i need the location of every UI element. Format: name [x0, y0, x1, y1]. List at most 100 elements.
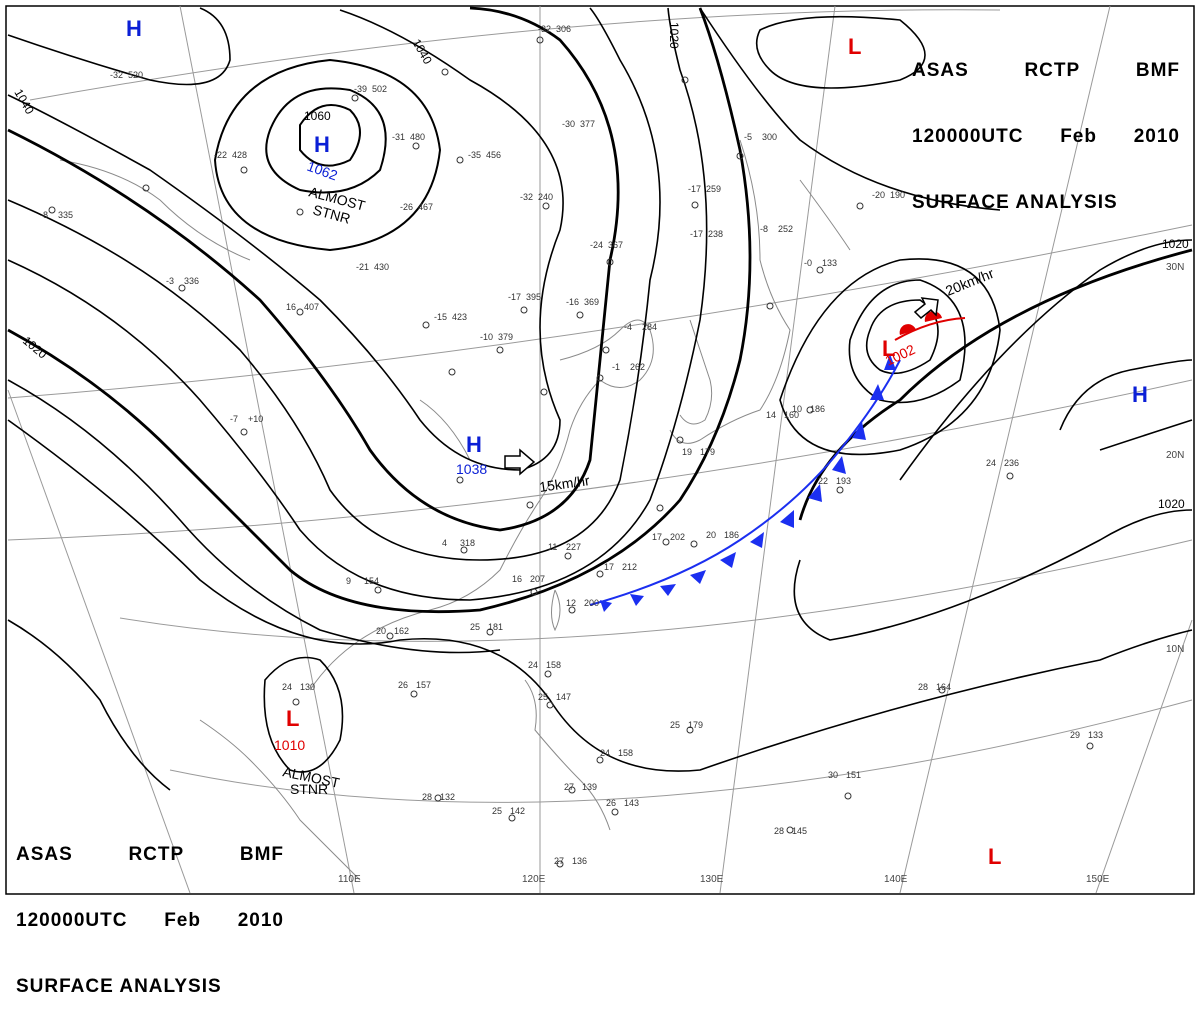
- station-temperature: 24: [986, 458, 996, 468]
- station-temperature: 27: [554, 856, 564, 866]
- header-month: Feb: [1060, 126, 1097, 147]
- isobar-label: 1060: [304, 109, 331, 123]
- station-temperature: 20: [376, 626, 386, 636]
- station-temperature: 25: [538, 692, 548, 702]
- header-time: 120000UTC: [16, 910, 128, 931]
- japan-coast: [669, 139, 791, 444]
- station-temperature: 9: [346, 576, 351, 586]
- station-pressure: 143: [624, 798, 639, 808]
- isobar-label: 1020: [1162, 237, 1189, 251]
- station-temperature: -17: [688, 184, 701, 194]
- station-pressure: 190: [890, 190, 905, 200]
- meridian-line: [179, 5, 355, 894]
- station-pressure: 158: [618, 748, 633, 758]
- station-pressure: 252: [778, 224, 793, 234]
- station-temperature: 20: [706, 530, 716, 540]
- isobar: [793, 509, 1193, 641]
- station-temperature: -1: [612, 362, 620, 372]
- longitude-label: 130E: [700, 874, 724, 885]
- station-temperature: 25: [470, 622, 480, 632]
- longitude-label: 120E: [522, 874, 546, 885]
- isobar: [1059, 359, 1193, 431]
- header-agency: ASAS: [912, 60, 969, 81]
- station-temperature: -8: [760, 224, 768, 234]
- china-coast: [309, 319, 654, 691]
- station-pressure: 520: [128, 70, 143, 80]
- station-temperature: -22: [214, 150, 227, 160]
- header-agency: ASAS: [16, 844, 73, 865]
- korea-coast: [679, 319, 713, 425]
- isobar: [899, 239, 1193, 481]
- low-pressure-symbol: L: [882, 336, 895, 361]
- station-temperature: 14: [766, 410, 776, 420]
- isobar: [755, 15, 926, 89]
- longitude-label: 150E: [1086, 874, 1110, 885]
- station-pressure: 132: [440, 792, 455, 802]
- station-temperature: 28: [422, 792, 432, 802]
- front-triangle: [852, 422, 866, 440]
- station-pressure: 379: [498, 332, 513, 342]
- station-pressure: 139: [582, 782, 597, 792]
- station-temperature: 24: [600, 748, 610, 758]
- station-temperature: -4: [624, 322, 632, 332]
- meridian-line: [7, 389, 191, 894]
- station-pressure: 456: [486, 150, 501, 160]
- isobar: [7, 619, 171, 791]
- station-temperature: 29: [1070, 730, 1080, 740]
- station-pressure: 284: [642, 322, 657, 332]
- motion-speed: 15km/hr: [538, 472, 591, 495]
- header-title: SURFACE ANALYSIS: [912, 192, 1118, 213]
- front-triangle: [780, 510, 794, 528]
- station-pressure: 147: [556, 692, 571, 702]
- station-pressure: 193: [836, 476, 851, 486]
- station-pressure: 236: [1004, 458, 1019, 468]
- graticule: [7, 5, 1193, 894]
- station-temperature: -21: [356, 262, 369, 272]
- station-pressure: 259: [706, 184, 721, 194]
- station-pressure: 306: [556, 24, 571, 34]
- station-pressure: 212: [622, 562, 637, 572]
- station-pressure: 480: [410, 132, 425, 142]
- station-temperature: -7: [230, 414, 238, 424]
- header-year: 2010: [1133, 126, 1180, 147]
- station-pressure: 157: [416, 680, 431, 690]
- low-pressure-symbol: L: [988, 844, 1001, 869]
- vietnam-coast: [199, 719, 361, 881]
- station-temperature: 10: [792, 404, 802, 414]
- mongolia-border: [59, 159, 251, 261]
- front-triangle: [808, 484, 822, 502]
- station-pressure: 336: [184, 276, 199, 286]
- station-temperature: 30: [828, 770, 838, 780]
- station-temperature: 25: [670, 720, 680, 730]
- station-pressure: 162: [394, 626, 409, 636]
- parallel-line: [119, 539, 1193, 642]
- isobar: [213, 58, 442, 252]
- station-temperature: -15: [434, 312, 447, 322]
- station-markers: [48, 36, 1094, 868]
- station-temperature: -0: [804, 258, 812, 268]
- station-pressure: 181: [488, 622, 503, 632]
- station-temperature: -10: [480, 332, 493, 342]
- station-temperature: -26: [400, 202, 413, 212]
- station-pressure: 467: [418, 202, 433, 212]
- header-time: 120000UTC: [912, 126, 1024, 147]
- parallel-line: [29, 9, 1001, 101]
- station-temperature: -3: [166, 276, 174, 286]
- front-triangle: [660, 584, 676, 596]
- isobar: [699, 7, 1001, 211]
- meridian-line: [899, 5, 1111, 894]
- station-temperature: -5: [744, 132, 752, 142]
- center-note: STNR: [290, 781, 328, 797]
- station-pressure: 238: [708, 229, 723, 239]
- station-pressure: 164: [936, 682, 951, 692]
- station-temperature: 17: [652, 532, 662, 542]
- header-code: BMF: [1135, 60, 1180, 81]
- longitude-label: 140E: [884, 874, 908, 885]
- front-triangle: [690, 570, 706, 584]
- station-temperature: -30: [562, 119, 575, 129]
- isobar: [7, 7, 231, 86]
- station-temperature: -17: [508, 292, 521, 302]
- station-temperature: 26: [398, 680, 408, 690]
- station-temperature: 26: [606, 798, 616, 808]
- station-pressure: 240: [538, 192, 553, 202]
